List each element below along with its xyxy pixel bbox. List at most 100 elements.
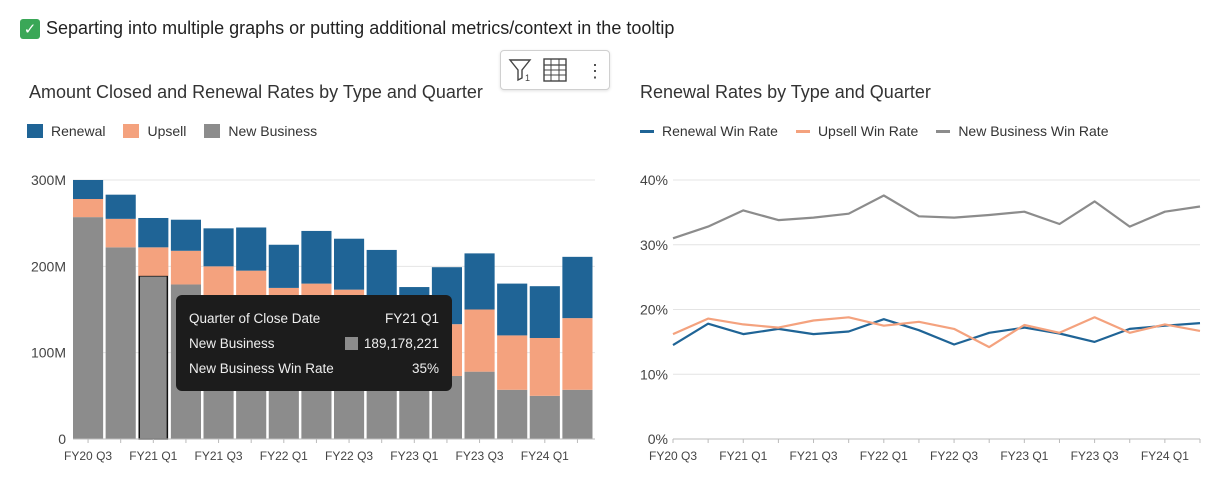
- data-point[interactable]: [1197, 204, 1203, 210]
- legend-label: New Business Win Rate: [958, 123, 1109, 139]
- data-point[interactable]: [916, 319, 922, 325]
- bar-segment[interactable]: [464, 371, 495, 439]
- data-point[interactable]: [986, 212, 992, 218]
- data-point[interactable]: [1056, 221, 1062, 227]
- data-point[interactable]: [916, 213, 922, 219]
- data-point[interactable]: [986, 330, 992, 336]
- data-point[interactable]: [846, 329, 852, 335]
- data-point[interactable]: [1127, 330, 1133, 336]
- data-point[interactable]: [881, 193, 887, 199]
- tooltip-label: New Business: [189, 336, 275, 351]
- data-point[interactable]: [951, 341, 957, 347]
- data-point[interactable]: [740, 207, 746, 213]
- series-line[interactable]: [672, 194, 1201, 240]
- legend-swatch: [27, 124, 43, 138]
- bar-segment[interactable]: [464, 309, 495, 372]
- checkmark-icon: ✓: [20, 18, 40, 39]
- legend-item-upsell-win-rate[interactable]: Upsell Win Rate: [795, 123, 918, 139]
- bar-segment[interactable]: [138, 247, 169, 276]
- bar-segment[interactable]: [529, 286, 560, 338]
- bar-segment[interactable]: [529, 395, 560, 439]
- data-point[interactable]: [775, 217, 781, 223]
- data-point[interactable]: [846, 211, 852, 217]
- bar-segment[interactable]: [334, 238, 365, 290]
- data-point[interactable]: [916, 327, 922, 333]
- data-point[interactable]: [1197, 328, 1203, 334]
- data-point[interactable]: [1021, 322, 1027, 328]
- bar-segment[interactable]: [497, 335, 528, 390]
- data-point[interactable]: [811, 318, 817, 324]
- legend-item-new-business-win-rate[interactable]: New Business Win Rate: [936, 123, 1108, 139]
- bar-segment[interactable]: [497, 283, 528, 336]
- data-point[interactable]: [1162, 209, 1168, 215]
- filter-badge: 1: [525, 73, 530, 83]
- filter-icon[interactable]: 1: [508, 59, 532, 83]
- legend-swatch: [123, 124, 140, 138]
- data-point[interactable]: [811, 331, 817, 337]
- bar-segment[interactable]: [236, 227, 267, 271]
- bar-segment[interactable]: [170, 250, 201, 285]
- data-point[interactable]: [846, 314, 852, 320]
- data-point[interactable]: [881, 316, 887, 322]
- bar-segment[interactable]: [562, 318, 593, 390]
- data-point[interactable]: [670, 235, 676, 241]
- data-point[interactable]: [705, 316, 711, 322]
- data-point[interactable]: [951, 326, 957, 332]
- data-point[interactable]: [775, 325, 781, 331]
- legend-item-upsell[interactable]: Upsell: [123, 123, 186, 139]
- data-point[interactable]: [1162, 321, 1168, 327]
- bar-segment[interactable]: [464, 253, 495, 310]
- data-point[interactable]: [670, 331, 676, 337]
- x-tick-label: FY22 Q3: [325, 449, 373, 463]
- bar-segment[interactable]: [73, 217, 104, 439]
- page-heading: ✓ Separting into multiple graphs or putt…: [20, 18, 674, 39]
- bar-segment[interactable]: [105, 194, 136, 219]
- x-tick-label: FY22 Q1: [860, 449, 908, 463]
- bar-segment[interactable]: [497, 389, 528, 439]
- bar-segment[interactable]: [203, 228, 234, 267]
- data-point[interactable]: [881, 323, 887, 329]
- table-view-icon[interactable]: [543, 58, 567, 82]
- bar-segment[interactable]: [105, 247, 136, 439]
- data-point[interactable]: [1056, 330, 1062, 336]
- series-line[interactable]: [672, 316, 1201, 349]
- x-tick-label: FY20 Q3: [64, 449, 112, 463]
- y-tick-label: 200M: [31, 258, 66, 274]
- bar-segment[interactable]: [268, 244, 299, 288]
- data-point[interactable]: [670, 342, 676, 348]
- data-point[interactable]: [740, 321, 746, 327]
- bar-segment[interactable]: [105, 218, 136, 248]
- data-point[interactable]: [705, 224, 711, 230]
- data-point[interactable]: [811, 215, 817, 221]
- bar-segment[interactable]: [138, 275, 169, 440]
- data-point[interactable]: [951, 215, 957, 221]
- data-point[interactable]: [1092, 198, 1098, 204]
- data-point[interactable]: [986, 344, 992, 350]
- data-point[interactable]: [1021, 209, 1027, 215]
- legend-item-renewal[interactable]: Renewal: [27, 123, 105, 139]
- x-tick-label: FY23 Q1: [1000, 449, 1048, 463]
- legend-item-renewal-win-rate[interactable]: Renewal Win Rate: [640, 123, 778, 139]
- data-point[interactable]: [1092, 314, 1098, 320]
- data-point[interactable]: [1197, 320, 1203, 326]
- bar-segment[interactable]: [529, 337, 560, 396]
- data-point[interactable]: [740, 331, 746, 337]
- bar-segment[interactable]: [301, 230, 332, 284]
- bar-segment[interactable]: [562, 256, 593, 319]
- chart-toolbar: 1 ⋮: [500, 50, 610, 90]
- data-point[interactable]: [1127, 224, 1133, 230]
- data-point[interactable]: [705, 321, 711, 327]
- chart-tooltip: Quarter of Close Date FY21 Q1 New Busine…: [176, 295, 452, 391]
- bar-segment[interactable]: [366, 249, 397, 301]
- x-tick-label: FY23 Q3: [1071, 449, 1119, 463]
- legend-item-new-business[interactable]: New Business: [204, 123, 317, 139]
- series-line[interactable]: [672, 318, 1201, 347]
- bar-segment[interactable]: [73, 198, 104, 218]
- bar-segment[interactable]: [73, 180, 104, 199]
- more-options-icon[interactable]: ⋮: [586, 61, 604, 81]
- legend-swatch: [795, 129, 810, 133]
- data-point[interactable]: [1092, 339, 1098, 345]
- bar-segment[interactable]: [170, 219, 201, 251]
- bar-segment[interactable]: [138, 217, 169, 248]
- bar-segment[interactable]: [562, 389, 593, 439]
